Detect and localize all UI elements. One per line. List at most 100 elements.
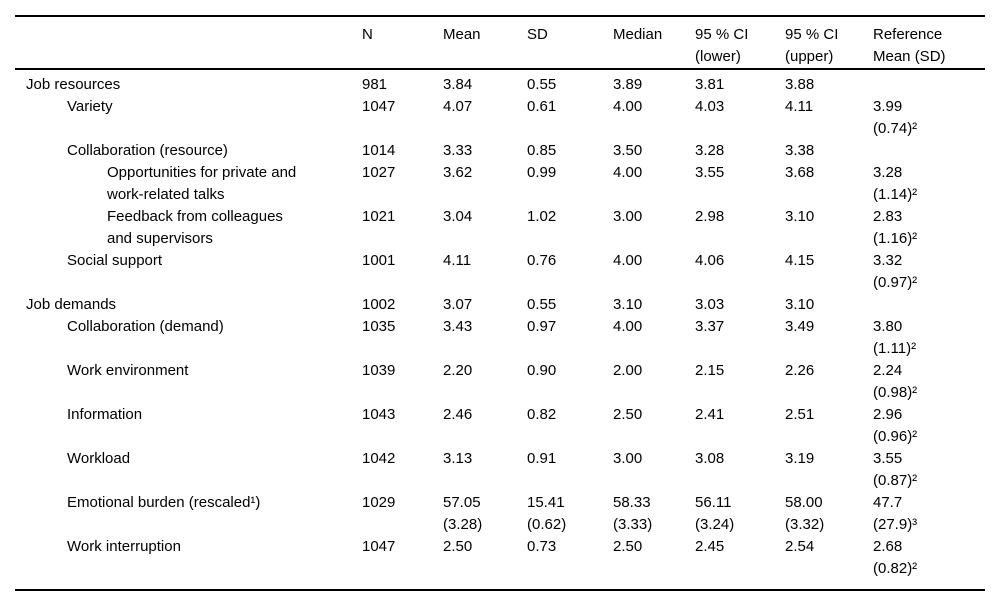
cell-ci-lower: 4.06 bbox=[695, 252, 725, 269]
cell-n: 1027 bbox=[362, 164, 396, 181]
table-row-job-demands: Job demands 1002 3.07 0.55 3.10 3.03 3.1… bbox=[15, 294, 985, 316]
cell-median: 2.00 bbox=[613, 362, 643, 379]
cell-sd: 0.82 bbox=[527, 406, 557, 423]
col-header-n: N bbox=[351, 16, 432, 70]
cell-sd: 15.41 (0.62) bbox=[527, 494, 567, 533]
cell-reference: 3.55 (0.87)² bbox=[873, 450, 918, 489]
cell-reference: 3.80 (1.11)² bbox=[873, 318, 917, 357]
cell-ci-upper: 3.19 bbox=[785, 450, 815, 467]
table-row-opportunities-talks: Opportunities for private and work-relat… bbox=[15, 162, 985, 206]
table-row-social-support: Social support 1001 4.11 0.76 4.00 4.06 … bbox=[15, 250, 985, 294]
cell-label: Opportunities for private and work-relat… bbox=[107, 164, 297, 203]
cell-mean: 3.33 bbox=[443, 142, 473, 159]
cell-ci-upper: 2.54 bbox=[785, 538, 815, 555]
cell-ci-upper: 3.10 bbox=[785, 296, 815, 313]
table-row-job-resources: Job resources 981 3.84 0.55 3.89 3.81 3.… bbox=[15, 69, 985, 96]
cell-label: Feedback from colleagues and supervisors bbox=[107, 208, 283, 247]
cell-label: Work environment bbox=[67, 362, 189, 379]
cell-n: 1001 bbox=[362, 252, 396, 269]
cell-label: Variety bbox=[67, 98, 113, 115]
cell-n: 1047 bbox=[362, 98, 396, 115]
cell-reference: 3.99 (0.74)² bbox=[873, 98, 918, 137]
cell-median: 58.33 (3.33) bbox=[613, 494, 653, 533]
table-body: Job resources 981 3.84 0.55 3.89 3.81 3.… bbox=[15, 69, 985, 590]
cell-n: 981 bbox=[362, 76, 388, 93]
cell-mean: 2.50 bbox=[443, 538, 473, 555]
cell-ci-upper: 58.00 (3.32) bbox=[785, 494, 825, 533]
cell-ci-upper: 2.51 bbox=[785, 406, 815, 423]
cell-median: 4.00 bbox=[613, 98, 643, 115]
cell-mean: 3.62 bbox=[443, 164, 473, 181]
cell-label: Work interruption bbox=[67, 538, 181, 555]
cell-label: Job demands bbox=[26, 296, 117, 313]
cell-label: Collaboration (resource) bbox=[67, 142, 228, 159]
cell-reference: 2.24 (0.98)² bbox=[873, 362, 918, 401]
cell-ci-lower: 2.41 bbox=[695, 406, 725, 423]
col-header-mean: Mean bbox=[432, 16, 516, 70]
table-row-workload: Workload 1042 3.13 0.91 3.00 3.08 3.19 3… bbox=[15, 448, 985, 492]
col-header-label bbox=[15, 16, 351, 70]
cell-reference: 2.96 (0.96)² bbox=[873, 406, 918, 445]
cell-ci-lower: 3.81 bbox=[695, 76, 725, 93]
col-header-ci-upper: 95 % CI (upper) bbox=[774, 16, 862, 70]
cell-ci-lower: 2.45 bbox=[695, 538, 725, 555]
cell-median: 2.50 bbox=[613, 538, 643, 555]
col-header-ci-lower: 95 % CI (lower) bbox=[684, 16, 774, 70]
table-row-emotional-burden: Emotional burden (rescaled¹) 1029 57.05 … bbox=[15, 492, 985, 536]
col-header-median: Median bbox=[602, 16, 684, 70]
cell-ci-upper: 3.68 bbox=[785, 164, 815, 181]
cell-median: 2.50 bbox=[613, 406, 643, 423]
cell-n: 1002 bbox=[362, 296, 396, 313]
cell-label: Job resources bbox=[26, 76, 121, 93]
header-row: N Mean SD Median 95 % CI (lower) 95 % CI… bbox=[15, 16, 985, 70]
cell-ci-upper: 3.38 bbox=[785, 142, 815, 159]
cell-ci-lower: 3.08 bbox=[695, 450, 725, 467]
cell-ci-upper: 2.26 bbox=[785, 362, 815, 379]
cell-ci-lower: 3.03 bbox=[695, 296, 725, 313]
cell-sd: 0.99 bbox=[527, 164, 557, 181]
cell-median: 3.00 bbox=[613, 450, 643, 467]
cell-ci-upper: 3.10 bbox=[785, 208, 815, 225]
cell-mean: 3.84 bbox=[443, 76, 473, 93]
cell-mean: 2.46 bbox=[443, 406, 473, 423]
cell-mean: 4.11 bbox=[443, 252, 472, 269]
cell-mean: 4.07 bbox=[443, 98, 473, 115]
cell-median: 4.00 bbox=[613, 252, 643, 269]
table-row-variety: Variety 1047 4.07 0.61 4.00 4.03 4.11 3.… bbox=[15, 96, 985, 140]
cell-sd: 0.91 bbox=[527, 450, 557, 467]
cell-label: Social support bbox=[67, 252, 163, 269]
cell-sd: 0.76 bbox=[527, 252, 557, 269]
cell-n: 1014 bbox=[362, 142, 396, 159]
cell-ci-lower: 3.28 bbox=[695, 142, 725, 159]
col-header-sd: SD bbox=[516, 16, 602, 70]
cell-reference: 2.83 (1.16)² bbox=[873, 208, 918, 247]
cell-ci-lower: 2.98 bbox=[695, 208, 725, 225]
cell-sd: 0.61 bbox=[527, 98, 557, 115]
table-row-feedback: Feedback from colleagues and supervisors… bbox=[15, 206, 985, 250]
cell-reference bbox=[862, 140, 985, 162]
cell-sd: 0.97 bbox=[527, 318, 557, 335]
cell-n: 1043 bbox=[362, 406, 396, 423]
cell-mean: 2.20 bbox=[443, 362, 473, 379]
col-header-reference: Reference Mean (SD) bbox=[862, 16, 985, 70]
cell-ci-lower: 4.03 bbox=[695, 98, 725, 115]
cell-n: 1042 bbox=[362, 450, 396, 467]
table-row-collaboration-resource: Collaboration (resource) 1014 3.33 0.85 … bbox=[15, 140, 985, 162]
cell-ci-upper: 3.88 bbox=[785, 76, 815, 93]
descriptive-statistics-table: N Mean SD Median 95 % CI (lower) 95 % CI… bbox=[15, 15, 985, 591]
cell-label: Emotional burden (rescaled¹) bbox=[67, 494, 261, 511]
cell-median: 4.00 bbox=[613, 164, 643, 181]
cell-mean: 3.07 bbox=[443, 296, 473, 313]
cell-ci-lower: 2.15 bbox=[695, 362, 725, 379]
cell-sd: 0.73 bbox=[527, 538, 557, 555]
cell-sd: 0.90 bbox=[527, 362, 557, 379]
cell-median: 3.10 bbox=[613, 296, 643, 313]
cell-ci-lower: 56.11 (3.24) bbox=[695, 494, 735, 533]
cell-n: 1029 bbox=[362, 494, 396, 511]
table-row-information: Information 1043 2.46 0.82 2.50 2.41 2.5… bbox=[15, 404, 985, 448]
table-row-work-environment: Work environment 1039 2.20 0.90 2.00 2.1… bbox=[15, 360, 985, 404]
cell-reference bbox=[862, 69, 985, 96]
cell-sd: 1.02 bbox=[527, 208, 557, 225]
cell-mean: 57.05 (3.28) bbox=[443, 494, 483, 533]
